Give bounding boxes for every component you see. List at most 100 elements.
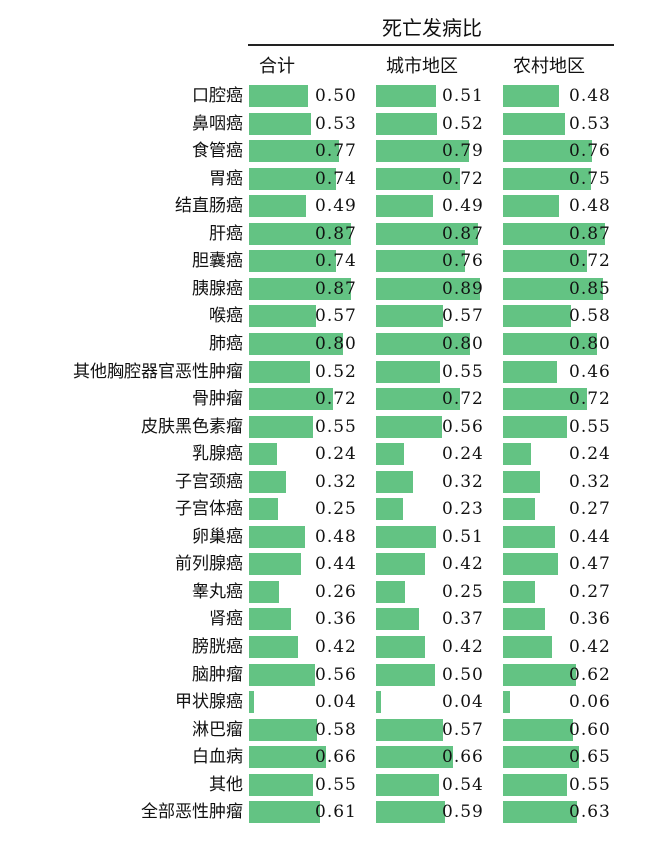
data-label: 0.25 <box>315 499 357 520</box>
bar <box>249 332 343 355</box>
data-label: 0.87 <box>315 223 357 244</box>
data-label: 0.57 <box>442 719 484 740</box>
bar <box>503 773 567 796</box>
data-label: 0.42 <box>442 637 484 657</box>
data-label: 0.58 <box>569 306 611 327</box>
bar <box>376 773 439 796</box>
data-label: 0.42 <box>442 554 484 575</box>
data-label: 0.76 <box>442 251 484 272</box>
bar <box>249 222 351 245</box>
bar <box>249 691 254 714</box>
bar <box>503 195 559 218</box>
data-label: 0.87 <box>315 278 357 299</box>
bar <box>249 443 277 466</box>
data-label: 0.61 <box>315 802 357 823</box>
bar <box>376 332 470 355</box>
data-label: 0.06 <box>569 692 611 713</box>
data-label: 0.80 <box>569 333 611 354</box>
bar <box>376 388 460 411</box>
bar <box>249 525 305 548</box>
data-label: 0.23 <box>442 499 484 520</box>
category-label: 鼻咽癌 <box>192 113 243 134</box>
data-label: 0.57 <box>442 306 484 327</box>
data-label: 0.24 <box>569 444 611 465</box>
data-label: 0.63 <box>569 802 611 823</box>
data-label: 0.25 <box>442 581 484 602</box>
data-label: 0.50 <box>315 86 357 106</box>
bar <box>376 663 435 686</box>
bar <box>376 801 445 824</box>
bar <box>376 580 405 603</box>
data-label: 0.47 <box>569 554 611 575</box>
category-label: 前列腺癌 <box>175 554 243 575</box>
data-label: 0.75 <box>569 168 611 189</box>
category-label: 胰腺癌 <box>192 278 243 299</box>
category-label: 肺癌 <box>209 333 243 354</box>
data-label: 0.72 <box>569 251 611 272</box>
bar <box>376 498 403 521</box>
data-label: 0.59 <box>442 802 484 823</box>
data-label: 0.72 <box>442 168 484 189</box>
bar <box>249 608 291 631</box>
bar <box>249 112 311 135</box>
data-label: 0.55 <box>442 361 484 382</box>
data-label: 0.53 <box>315 113 357 134</box>
bar <box>376 360 440 383</box>
data-label: 0.55 <box>315 774 357 795</box>
bar <box>503 470 540 493</box>
data-label: 0.55 <box>569 416 611 437</box>
bar <box>503 691 510 714</box>
data-label: 0.72 <box>315 389 357 410</box>
category-label: 肾癌 <box>209 609 243 630</box>
bar <box>249 580 279 603</box>
data-label: 0.27 <box>569 499 611 520</box>
bar <box>503 222 605 245</box>
category-label: 胃癌 <box>209 168 243 189</box>
data-label: 0.77 <box>315 141 357 162</box>
bar <box>249 498 278 521</box>
data-label: 0.57 <box>315 306 357 327</box>
data-label: 0.27 <box>569 581 611 602</box>
data-label: 0.66 <box>442 747 484 768</box>
data-label: 0.44 <box>569 526 611 547</box>
bar <box>376 112 437 135</box>
data-label: 0.87 <box>569 223 611 244</box>
data-label: 0.50 <box>442 664 484 685</box>
bar <box>376 470 413 493</box>
chart-title: 死亡发病比 <box>382 16 482 40</box>
bar <box>503 360 557 383</box>
data-label: 0.56 <box>315 664 357 685</box>
category-label: 胆囊癌 <box>192 251 243 272</box>
category-label: 皮肤黑色素瘤 <box>141 416 243 437</box>
data-label: 0.52 <box>315 361 357 382</box>
bar <box>503 305 571 328</box>
bar <box>376 250 465 273</box>
bar <box>376 525 436 548</box>
data-label: 0.55 <box>315 416 357 437</box>
bar <box>503 85 559 107</box>
bar <box>249 718 317 741</box>
data-label: 0.66 <box>315 747 357 768</box>
data-label: 0.60 <box>569 719 611 740</box>
bar <box>503 167 591 190</box>
category-label: 白血病 <box>192 747 243 768</box>
bar <box>503 553 558 576</box>
data-label: 0.74 <box>315 168 357 189</box>
title-rule <box>248 44 614 46</box>
data-label: 0.53 <box>569 113 611 134</box>
series-header-0: 合计 <box>259 56 295 77</box>
bar <box>503 498 535 521</box>
series-header-1: 城市地区 <box>386 56 458 77</box>
data-label: 0.36 <box>569 609 611 630</box>
data-label: 0.85 <box>569 278 611 299</box>
bar <box>249 801 320 824</box>
bar <box>503 636 552 658</box>
bar <box>376 636 425 658</box>
category-label: 食管癌 <box>192 141 243 162</box>
category-label: 子宫体癌 <box>175 499 243 520</box>
data-label: 0.26 <box>315 581 357 602</box>
data-label: 0.58 <box>315 719 357 740</box>
bar <box>249 85 308 107</box>
bar <box>376 140 469 163</box>
bar <box>503 718 573 741</box>
